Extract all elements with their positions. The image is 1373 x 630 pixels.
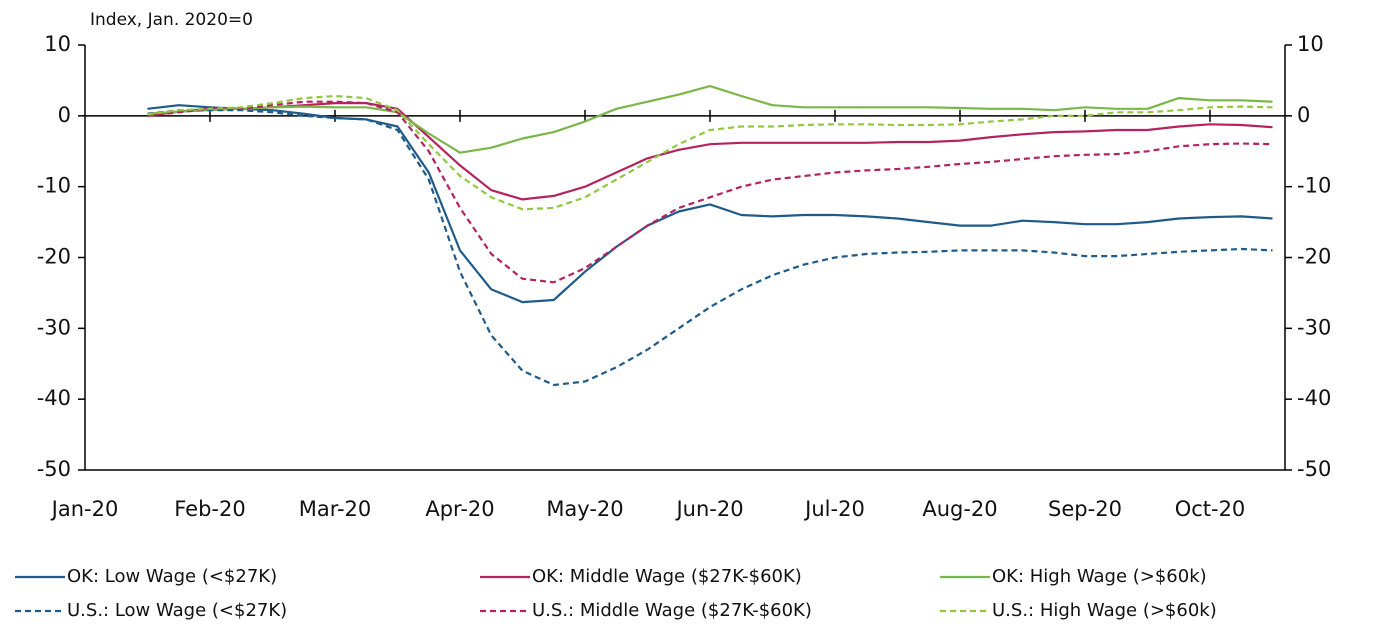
- x-tick-label: Mar-20: [299, 497, 372, 521]
- x-tick-label: Sep-20: [1048, 497, 1122, 521]
- series-line: [147, 109, 1273, 387]
- legend-label: OK: Middle Wage ($27K-$60K): [532, 566, 802, 587]
- legend-label: U.S.: Low Wage (<$27K): [67, 600, 287, 621]
- x-tick-label: Apr-20: [425, 497, 494, 521]
- y-tick-label: -30: [37, 315, 71, 339]
- x-tick-label: Jun-20: [674, 497, 743, 521]
- y-tick-label: -40: [37, 386, 71, 410]
- y2-tick-label: -10: [1297, 174, 1331, 198]
- y2-tick-label: -50: [1297, 457, 1331, 481]
- y2-tick-label: 10: [1297, 32, 1324, 56]
- y-axis-unit: Index, Jan. 2020=0: [90, 10, 253, 30]
- y2-tick-label: -40: [1297, 386, 1331, 410]
- x-tick-label: May-20: [546, 497, 623, 521]
- series-line: [147, 100, 1273, 284]
- y-tick-label: -20: [37, 245, 71, 269]
- y-tick-label: -50: [37, 457, 71, 481]
- legend-label: OK: High Wage (>$60k): [992, 566, 1207, 587]
- x-tick-label: Oct-20: [1175, 497, 1246, 521]
- series-line: [147, 85, 1273, 154]
- legend-label: U.S.: Middle Wage ($27K-$60K): [532, 600, 812, 621]
- series-line: [147, 102, 1273, 201]
- legend-label: U.S.: High Wage (>$60k): [992, 600, 1217, 621]
- legend-label: OK: Low Wage (<$27K): [67, 566, 277, 587]
- y2-tick-label: 0: [1297, 103, 1310, 127]
- x-tick-label: Feb-20: [174, 497, 245, 521]
- y-tick-label: 0: [58, 103, 71, 127]
- y2-tick-label: -20: [1297, 245, 1331, 269]
- y-tick-label: -10: [37, 174, 71, 198]
- x-tick-label: Aug-20: [922, 497, 997, 521]
- x-tick-label: Jan-20: [50, 497, 119, 521]
- series-line: [147, 94, 1273, 211]
- y2-tick-label: -30: [1297, 315, 1331, 339]
- y-tick-label: 10: [44, 32, 71, 56]
- series-line: [147, 104, 1273, 304]
- x-tick-label: Jul-20: [803, 497, 865, 521]
